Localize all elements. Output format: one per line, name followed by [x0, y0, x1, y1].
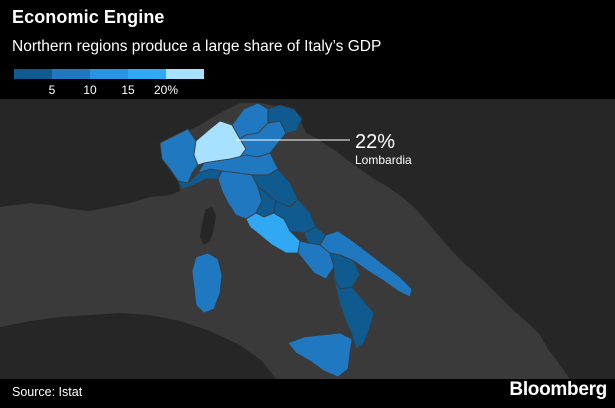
- legend-swatch-5: [166, 69, 204, 79]
- legend-tick-label: 10: [83, 83, 97, 97]
- legend-swatch-3: [90, 69, 128, 79]
- region-friuli: [267, 104, 303, 134]
- legend-swatch-1: [14, 69, 52, 79]
- source-note: Source: Istat: [12, 385, 83, 399]
- map-title: Economic Engine: [12, 7, 165, 27]
- land-france: [0, 139, 180, 211]
- brand-logo: Bloomberg: [509, 379, 607, 400]
- legend-swatch-4: [128, 69, 166, 79]
- region-piemonte: [159, 128, 199, 184]
- legend-tick-label: 15: [121, 83, 135, 97]
- italy-map: [0, 99, 615, 379]
- map-subtitle: Northern regions produce a large share o…: [12, 38, 382, 55]
- legend-swatch-2: [52, 69, 90, 79]
- callout-region-label: Lombardia: [355, 153, 412, 167]
- callout-value: 22%: [355, 131, 396, 153]
- land-balkans: [300, 119, 615, 379]
- land-africa: [0, 313, 276, 379]
- legend-tick-label: 5: [48, 83, 56, 97]
- map-area: [0, 99, 615, 379]
- color-legend: 5 10 15 20%: [14, 69, 204, 99]
- land-north: [0, 99, 615, 163]
- land-greece: [560, 329, 615, 379]
- region-calabria: [333, 278, 375, 350]
- region-sicilia: [287, 332, 353, 378]
- island-elba: [234, 209, 238, 213]
- island-corsica: [200, 207, 216, 245]
- region-sardegna: [191, 252, 223, 314]
- legend-tick-label: 20%: [153, 83, 179, 97]
